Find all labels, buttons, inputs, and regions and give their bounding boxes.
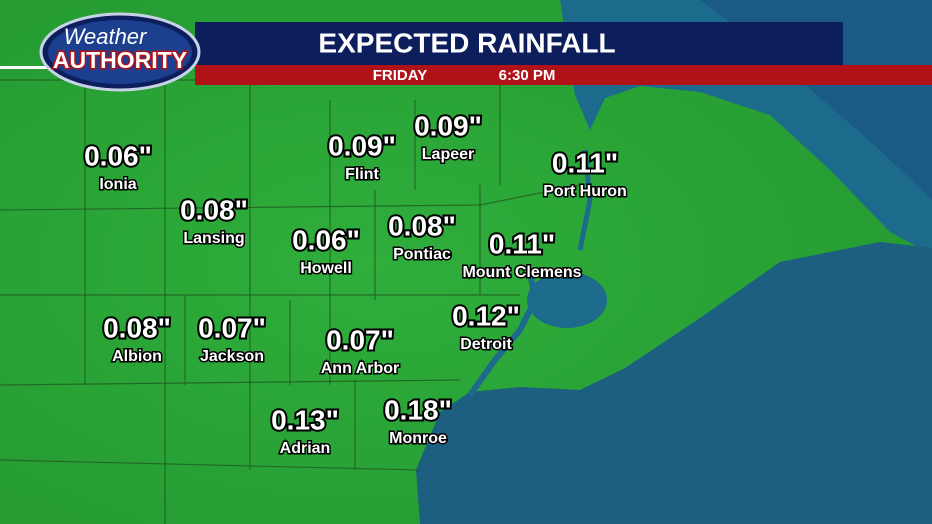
rainfall-value: 0.08" bbox=[180, 194, 248, 225]
lake-erie bbox=[416, 242, 932, 524]
rule bbox=[0, 66, 50, 69]
rainfall-value: 0.18" bbox=[384, 394, 452, 425]
logo-bottom: AUTHORITY bbox=[53, 47, 187, 73]
city-name: Ann Arbor bbox=[321, 360, 400, 377]
logo-top: Weather bbox=[64, 24, 148, 49]
city-name: Howell bbox=[300, 260, 352, 277]
day: FRIDAY bbox=[373, 67, 427, 84]
logo-inner bbox=[48, 20, 192, 84]
time: 6:30 PM bbox=[499, 67, 556, 84]
title: EXPECTED RAINFALL bbox=[318, 27, 615, 58]
lake-st-clair bbox=[527, 272, 607, 328]
rainfall-value: 0.09" bbox=[414, 110, 482, 141]
city-name: Albion bbox=[112, 348, 162, 365]
rainfall-value: 0.06" bbox=[292, 224, 360, 255]
rainfall-value: 0.11" bbox=[489, 228, 555, 259]
rainfall-value: 0.07" bbox=[326, 324, 394, 355]
rainfall-value: 0.08" bbox=[103, 312, 171, 343]
city-labels: 0.06" Ionia 0.08" Lansing 0.09" Flint 0.09" Lap… bbox=[82, 108, 628, 458]
city-name: Ionia bbox=[99, 176, 136, 193]
rainfall-value: 0.07" bbox=[198, 312, 266, 343]
rainfall-value: 0.06" bbox=[84, 140, 152, 171]
rainfall-value: 0.08" bbox=[388, 210, 456, 241]
st-clair-river bbox=[577, 149, 593, 251]
city-name: Lansing bbox=[183, 230, 244, 247]
rainfall-value: 0.09" bbox=[328, 130, 396, 161]
city-name: Mount Clemens bbox=[462, 264, 581, 281]
city-name: Flint bbox=[345, 166, 379, 183]
rainfall-value: 0.12" bbox=[452, 300, 520, 331]
city-name: Jackson bbox=[200, 348, 264, 365]
header: EXPECTED RAINFALL FRIDAY 6:30 PM Weather… bbox=[0, 12, 932, 92]
lake-huron-deep bbox=[700, 0, 932, 200]
city-name: Lapeer bbox=[422, 146, 474, 163]
rainfall-value: 0.11" bbox=[552, 147, 618, 178]
city-name: Monroe bbox=[389, 430, 447, 447]
city-name: Detroit bbox=[460, 336, 512, 353]
detroit-river bbox=[467, 271, 539, 397]
city-name: Pontiac bbox=[393, 246, 451, 263]
rainfall-value: 0.13" bbox=[271, 404, 339, 435]
title-bar bbox=[195, 22, 843, 65]
city-name: Port Huron bbox=[543, 183, 627, 200]
county-lines bbox=[0, 79, 581, 524]
time-bar bbox=[195, 65, 932, 85]
city-name: Adrian bbox=[280, 440, 331, 457]
